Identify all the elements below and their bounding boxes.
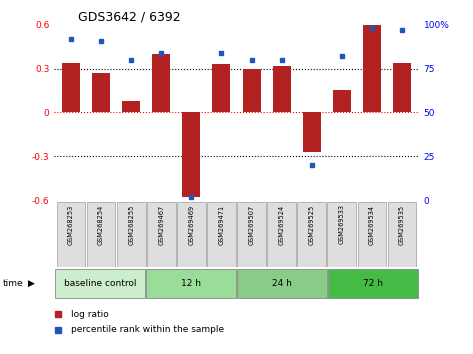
FancyBboxPatch shape (387, 202, 417, 267)
FancyBboxPatch shape (298, 202, 326, 267)
Text: GSM269467: GSM269467 (158, 204, 164, 245)
Text: GSM269535: GSM269535 (399, 204, 405, 245)
FancyBboxPatch shape (147, 202, 175, 267)
FancyBboxPatch shape (237, 269, 327, 298)
Text: GSM269507: GSM269507 (248, 204, 254, 245)
Bar (62, 63, 80, 113)
Bar (212, 64, 230, 113)
Text: GSM269533: GSM269533 (339, 204, 345, 244)
FancyBboxPatch shape (358, 202, 386, 267)
Bar (393, 63, 411, 113)
Text: GSM268254: GSM268254 (98, 204, 104, 245)
FancyBboxPatch shape (117, 202, 146, 267)
Bar (243, 69, 261, 113)
Bar (122, 101, 140, 113)
Bar (152, 54, 170, 113)
Text: GSM269534: GSM269534 (369, 204, 375, 245)
Text: GSM269525: GSM269525 (309, 204, 315, 245)
Text: GSM268253: GSM268253 (68, 204, 74, 245)
FancyBboxPatch shape (327, 202, 356, 267)
FancyBboxPatch shape (267, 202, 296, 267)
FancyBboxPatch shape (55, 269, 145, 298)
Text: 72 h: 72 h (363, 279, 383, 288)
Text: percentile rank within the sample: percentile rank within the sample (71, 325, 224, 335)
FancyBboxPatch shape (207, 202, 236, 267)
Bar (92, 73, 110, 113)
Text: GSM269469: GSM269469 (188, 204, 194, 245)
Text: baseline control: baseline control (64, 279, 136, 288)
Text: 24 h: 24 h (272, 279, 292, 288)
Text: GSM268255: GSM268255 (128, 204, 134, 245)
Bar (363, 25, 381, 113)
Text: ▶: ▶ (28, 279, 35, 288)
Text: time: time (2, 279, 23, 288)
Bar (303, 113, 321, 152)
Text: log ratio: log ratio (71, 310, 108, 319)
Text: GSM269524: GSM269524 (279, 204, 285, 245)
FancyBboxPatch shape (87, 202, 115, 267)
FancyBboxPatch shape (237, 202, 266, 267)
FancyBboxPatch shape (177, 202, 206, 267)
FancyBboxPatch shape (56, 202, 86, 267)
Text: 12 h: 12 h (181, 279, 201, 288)
Bar (333, 91, 351, 113)
Text: GDS3642 / 6392: GDS3642 / 6392 (78, 11, 181, 24)
Bar (272, 66, 291, 113)
FancyBboxPatch shape (328, 269, 418, 298)
FancyBboxPatch shape (146, 269, 236, 298)
Text: GSM269471: GSM269471 (219, 204, 225, 245)
Bar (182, 113, 201, 197)
